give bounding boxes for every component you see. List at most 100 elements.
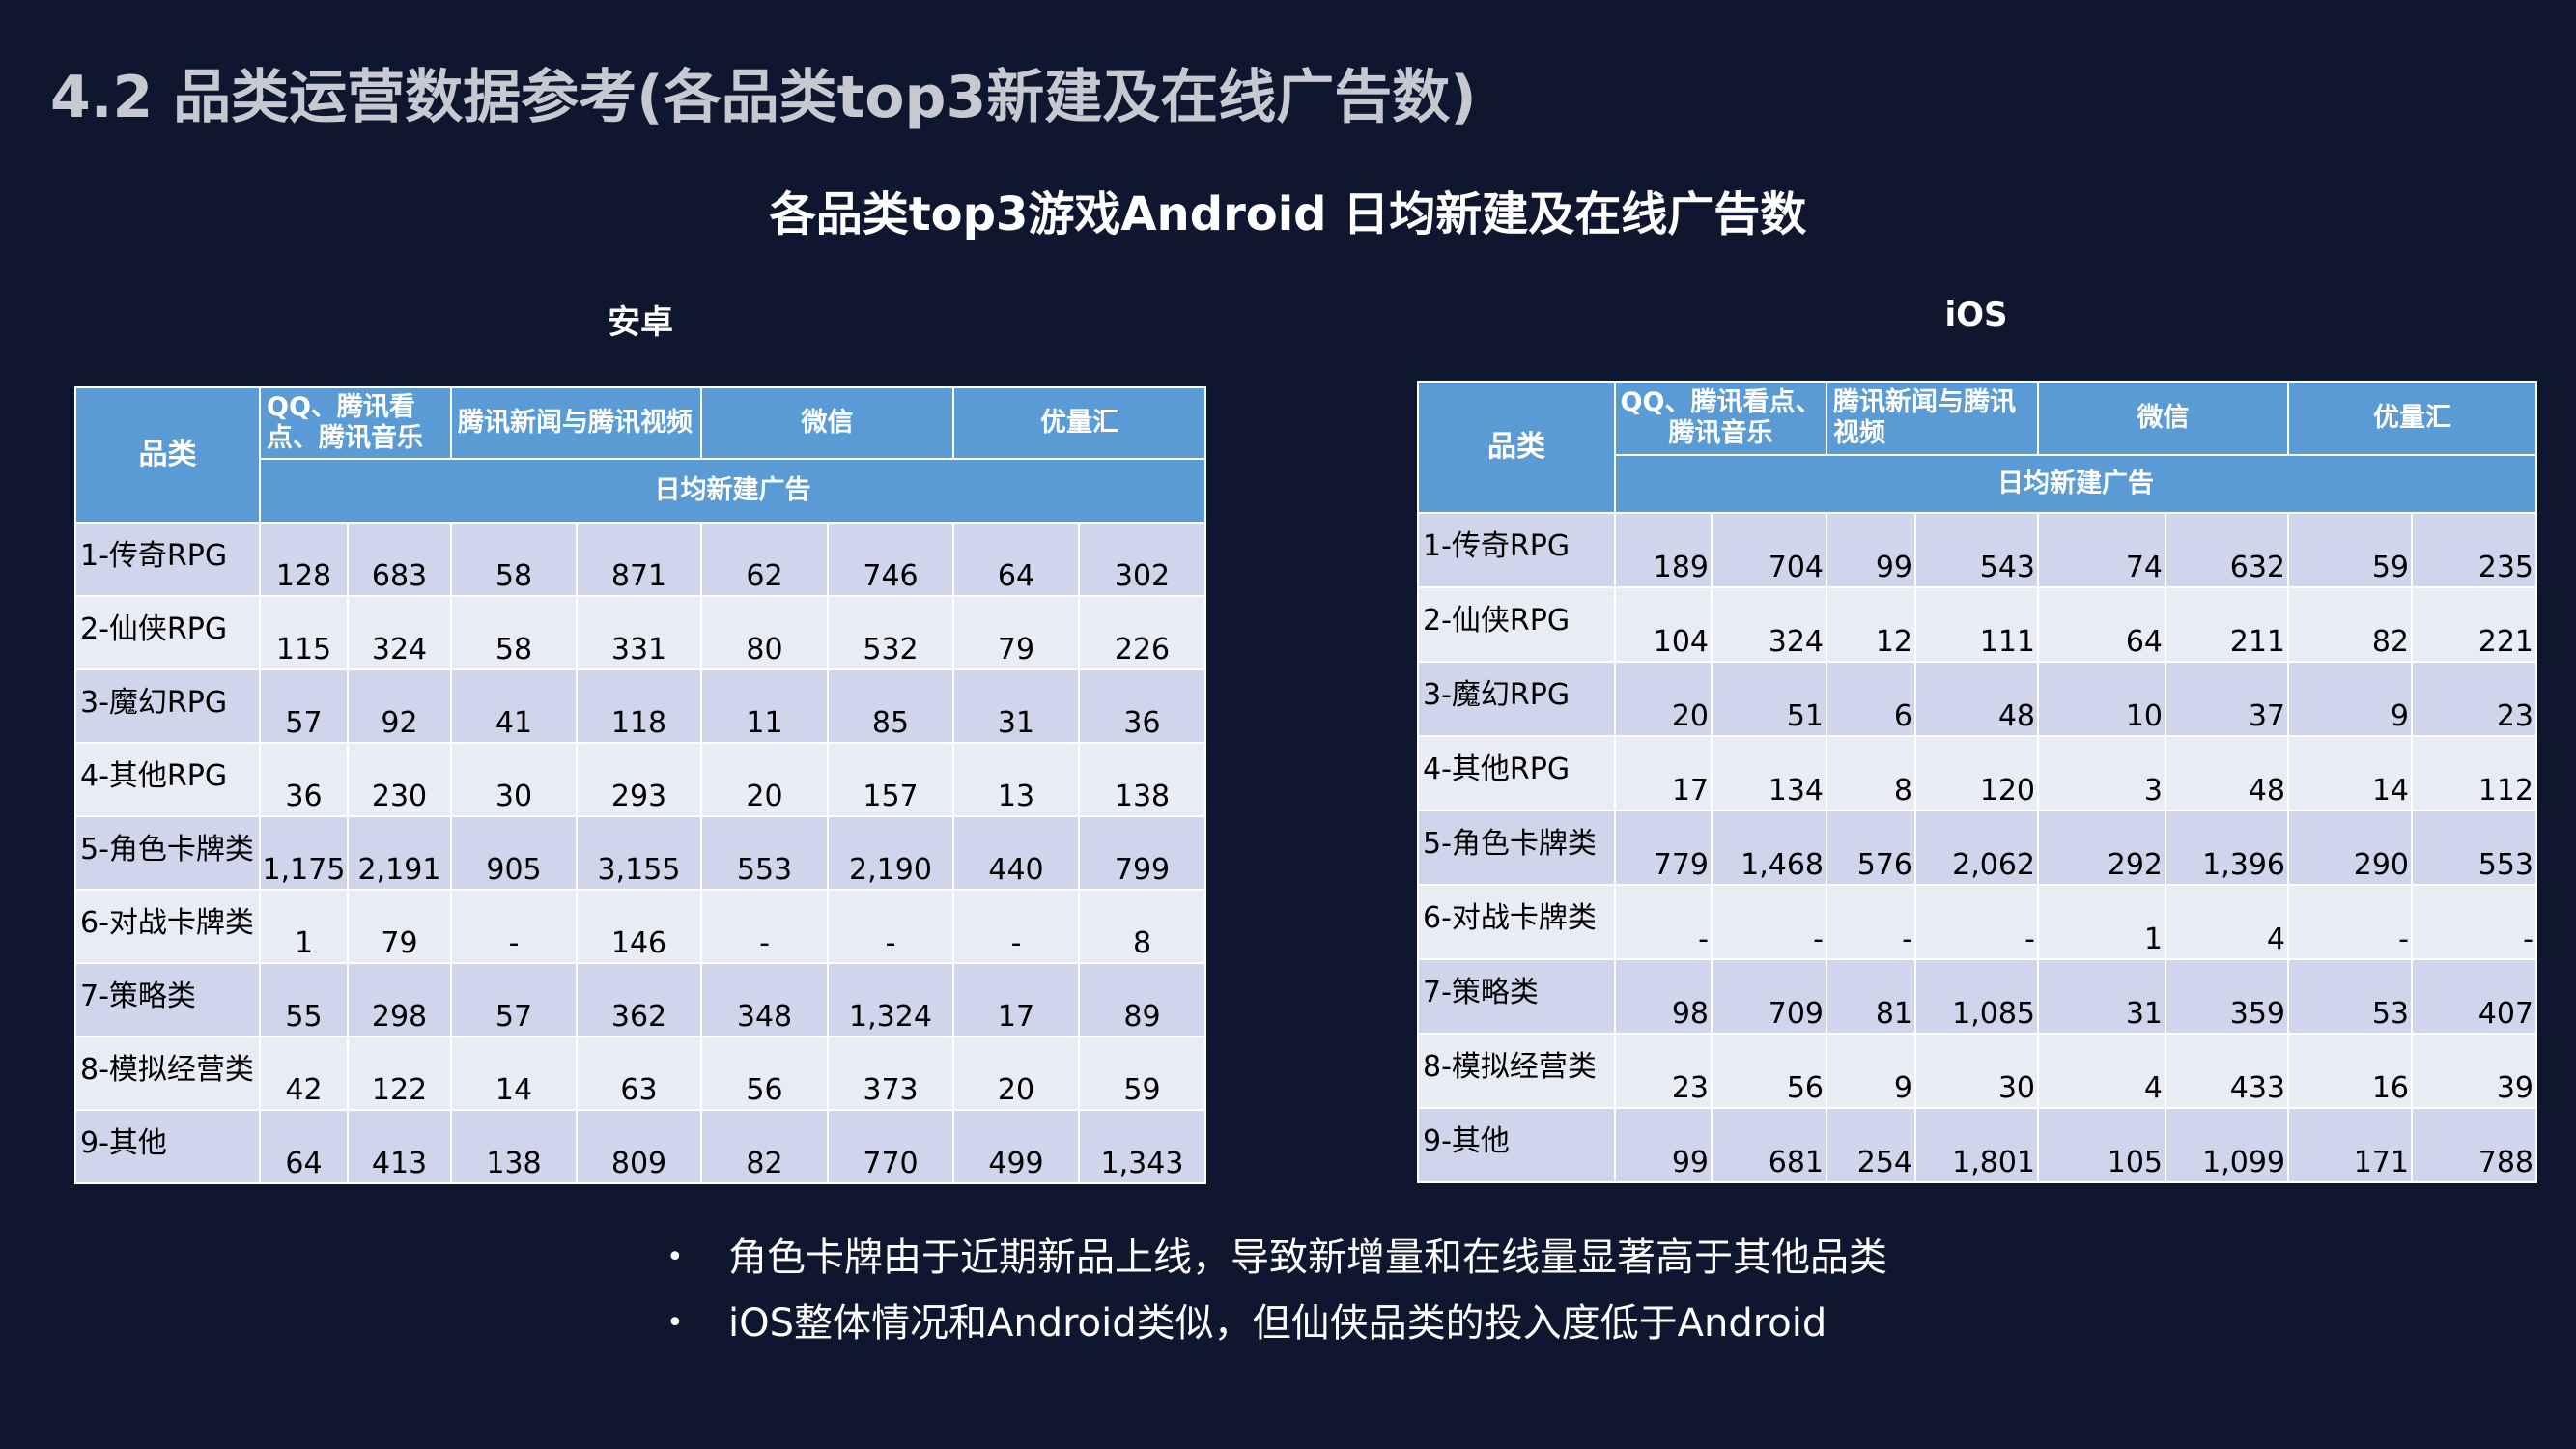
value-cell: 16 <box>2287 1033 2413 1109</box>
value-cell: 8 <box>1078 889 1206 964</box>
value-cell: 235 <box>2411 512 2537 588</box>
value-cell: 58 <box>450 522 578 597</box>
category-cell: 3-魔幻RPG <box>74 668 261 744</box>
platform-header-news: 腾讯新闻与腾讯视频 <box>1826 381 2039 456</box>
table-row: 4-其他RPG 36 230 30 293 20 157 13 138 <box>74 742 1206 817</box>
value-cell: 348 <box>700 962 829 1037</box>
value-cell: 56 <box>1711 1033 1827 1109</box>
value-cell: - <box>952 889 1080 964</box>
value-cell: 3,155 <box>576 815 702 891</box>
value-cell: 1,324 <box>827 962 954 1037</box>
value-cell: 293 <box>576 742 702 817</box>
value-cell: 407 <box>2411 958 2537 1035</box>
value-cell: 92 <box>347 668 452 744</box>
value-cell: 81 <box>1826 958 1916 1035</box>
value-cell: 138 <box>450 1109 578 1184</box>
value-cell: 20 <box>700 742 829 817</box>
value-cell: 292 <box>2037 810 2166 886</box>
value-cell: 553 <box>700 815 829 891</box>
ios-label: iOS <box>1944 296 2008 334</box>
value-cell: 1 <box>2037 884 2166 960</box>
value-cell: 134 <box>1711 735 1827 811</box>
category-cell: 8-模拟经营类 <box>1417 1033 1616 1109</box>
value-cell: 36 <box>1078 668 1206 744</box>
platform-header-ylh: 优量汇 <box>952 386 1206 460</box>
value-cell: 2,062 <box>1914 810 2039 886</box>
value-cell: 681 <box>1711 1107 1827 1183</box>
value-cell: 146 <box>576 889 702 964</box>
value-cell: 59 <box>1078 1036 1206 1111</box>
value-cell: 64 <box>2037 586 2166 663</box>
value-cell: 82 <box>700 1109 829 1184</box>
note-text: iOS整体情况和Android类似，但仙侠品类的投入度低于Android <box>728 1301 1827 1346</box>
notes-list: • 角色卡牌由于近期新品上线，导致新增量和在线量显著高于其他品类 • iOS整体… <box>666 1225 1887 1356</box>
value-cell: 138 <box>1078 742 1206 817</box>
value-cell: 12 <box>1826 586 1916 663</box>
value-cell: 1,343 <box>1078 1109 1206 1184</box>
value-cell: 226 <box>1078 595 1206 670</box>
value-cell: 362 <box>576 962 702 1037</box>
category-header: 品类 <box>74 386 261 524</box>
value-cell: 79 <box>952 595 1080 670</box>
table-row: 2-仙侠RPG 104 324 12 111 64 211 82 221 <box>1417 586 2537 663</box>
value-cell: 157 <box>827 742 954 817</box>
value-cell: 440 <box>952 815 1080 891</box>
category-cell: 5-角色卡牌类 <box>74 815 261 891</box>
category-cell: 1-传奇RPG <box>1417 512 1616 588</box>
table-row: 2-仙侠RPG 115 324 58 331 80 532 79 226 <box>74 595 1206 670</box>
value-cell: 53 <box>2287 958 2413 1035</box>
value-cell: 1,175 <box>259 815 349 891</box>
value-cell: - <box>1711 884 1827 960</box>
value-cell: 31 <box>2037 958 2166 1035</box>
value-cell: 39 <box>2411 1033 2537 1109</box>
value-cell: 2,190 <box>827 815 954 891</box>
value-cell: 14 <box>2287 735 2413 811</box>
value-cell: 1 <box>259 889 349 964</box>
value-cell: - <box>827 889 954 964</box>
category-cell: 4-其他RPG <box>1417 735 1616 811</box>
value-cell: 553 <box>2411 810 2537 886</box>
value-cell: - <box>700 889 829 964</box>
value-cell: 58 <box>450 595 578 670</box>
value-cell: 871 <box>576 522 702 597</box>
category-cell: 2-仙侠RPG <box>74 595 261 670</box>
chart-subtitle: 各品类top3游戏Android 日均新建及在线广告数 <box>769 187 1807 242</box>
table-row: 3-魔幻RPG 20 51 6 48 10 37 9 23 <box>1417 661 2537 737</box>
value-cell: 809 <box>576 1109 702 1184</box>
value-cell: - <box>1826 884 1916 960</box>
value-cell: 41 <box>450 668 578 744</box>
table-row: 1-传奇RPG 189 704 99 543 74 632 59 235 <box>1417 512 2537 588</box>
value-cell: 17 <box>1614 735 1713 811</box>
value-cell: 51 <box>1711 661 1827 737</box>
value-cell: 211 <box>2165 586 2289 663</box>
value-cell: 59 <box>2287 512 2413 588</box>
value-cell: 8 <box>1826 735 1916 811</box>
value-cell: 99 <box>1826 512 1916 588</box>
value-cell: 63 <box>576 1036 702 1111</box>
platform-header-qq: QQ、腾讯看点、腾讯音乐 <box>1614 381 1827 456</box>
value-cell: 89 <box>1078 962 1206 1037</box>
value-cell: 779 <box>1614 810 1713 886</box>
value-cell: 1,468 <box>1711 810 1827 886</box>
value-cell: 62 <box>700 522 829 597</box>
value-cell: 1,085 <box>1914 958 2039 1035</box>
value-cell: 709 <box>1711 958 1827 1035</box>
value-cell: 905 <box>450 815 578 891</box>
value-cell: 171 <box>2287 1107 2413 1183</box>
value-cell: 3 <box>2037 735 2166 811</box>
table-row: 5-角色卡牌类 1,175 2,191 905 3,155 553 2,190 440 799 <box>74 815 1206 891</box>
value-cell: 1,396 <box>2165 810 2289 886</box>
android-table: 品类 QQ、腾讯看点、腾讯音乐 腾讯新闻与腾讯视频 微信 优量汇 日均新建广告 … <box>74 386 1206 1184</box>
value-cell: 17 <box>952 962 1080 1037</box>
android-label: 安卓 <box>608 303 673 342</box>
value-cell: 115 <box>259 595 349 670</box>
value-cell: 74 <box>2037 512 2166 588</box>
value-cell: 2,191 <box>347 815 452 891</box>
platform-header-news: 腾讯新闻与腾讯视频 <box>450 386 702 460</box>
value-cell: - <box>1914 884 2039 960</box>
value-cell: 42 <box>259 1036 349 1111</box>
value-cell: 433 <box>2165 1033 2289 1109</box>
table-row: 7-策略类 98 709 81 1,085 31 359 53 407 <box>1417 958 2537 1035</box>
category-cell: 5-角色卡牌类 <box>1417 810 1616 886</box>
value-cell: 704 <box>1711 512 1827 588</box>
